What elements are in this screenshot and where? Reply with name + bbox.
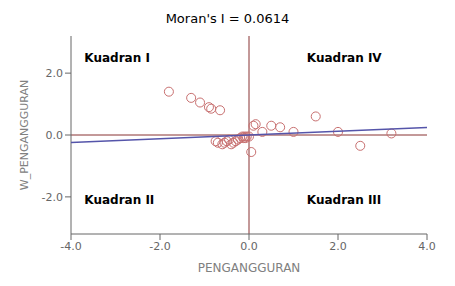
svg-text:2.0: 2.0	[329, 240, 347, 253]
svg-text:Kuadran I: Kuadran I	[84, 51, 150, 65]
svg-text:-2.0: -2.0	[149, 240, 170, 253]
svg-text:Kuadran III: Kuadran III	[307, 193, 381, 207]
svg-text:2.0: 2.0	[46, 67, 64, 80]
svg-text:4.0: 4.0	[418, 240, 436, 253]
svg-text:-2.0: -2.0	[42, 191, 63, 204]
html-text:Moran's I = 0.0614: Moran's I = 0.0614	[165, 11, 290, 26]
svg-text:W_PENGANGGURAN: W_PENGANGGURAN	[18, 80, 31, 191]
svg-text:PENGANGGURAN: PENGANGGURAN	[198, 261, 301, 275]
svg-text:Kuadran II: Kuadran II	[84, 193, 154, 207]
svg-text:0.0: 0.0	[46, 129, 64, 142]
svg-text:-4.0: -4.0	[60, 240, 81, 253]
svg-text:Kuadran IV: Kuadran IV	[307, 51, 383, 65]
svg-text:0.0: 0.0	[240, 240, 258, 253]
